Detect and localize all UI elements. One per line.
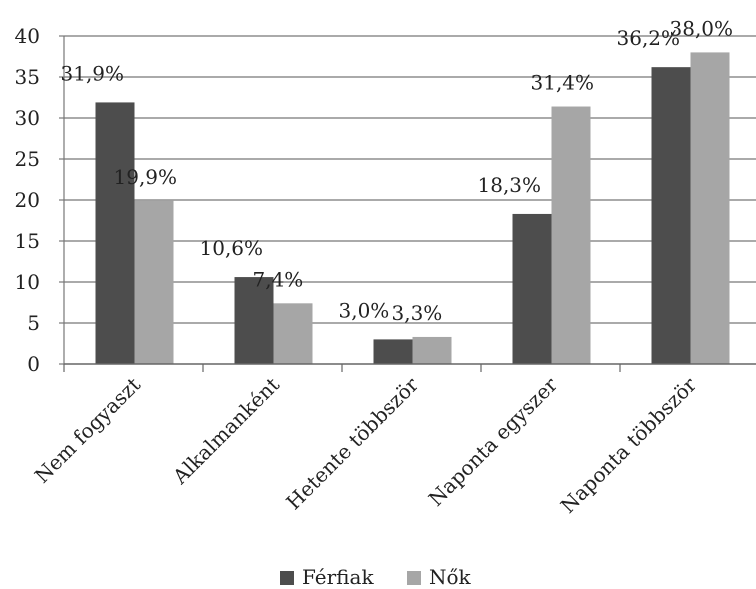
legend-label-nok: Nők: [429, 565, 472, 589]
x-axis-ticks: [63, 364, 621, 372]
data-label: 19,9%: [114, 165, 178, 189]
data-labels: 31,9% 19,9% 10,6% 7,4% 3,0% 3,3% 18,3% 31,4% 36,…: [61, 16, 734, 325]
legend-swatch-nok: [407, 571, 421, 585]
legend-swatch-ferfiak: [280, 571, 294, 585]
data-label: 7,4%: [253, 267, 304, 291]
bar: [551, 106, 591, 365]
bar: [412, 336, 452, 364]
data-label: 31,9%: [61, 61, 125, 85]
y-tick-label: 20: [15, 188, 40, 212]
y-tick-label: 25: [15, 147, 40, 171]
category-label: Hetente többször: [281, 372, 423, 514]
data-label: 10,6%: [200, 236, 264, 260]
data-label: 38,0%: [670, 16, 734, 40]
bar: [651, 67, 691, 364]
category-label: Naponta többször: [556, 372, 702, 518]
data-label: 18,3%: [478, 173, 542, 197]
y-tick-label: 30: [15, 106, 40, 130]
data-label: 36,2%: [617, 26, 681, 50]
bar: [373, 339, 413, 364]
category-label: Naponta egyszer: [424, 372, 563, 511]
y-tick-label: 5: [27, 311, 40, 335]
bar: [134, 200, 174, 364]
bar: [95, 102, 135, 365]
y-tick-label: 0: [27, 352, 40, 376]
legend: Férfiak Nők: [280, 565, 472, 589]
legend-label-ferfiak: Férfiak: [302, 565, 374, 589]
category-label: Alkalmanként: [167, 373, 284, 490]
bar: [512, 213, 552, 364]
bar: [690, 52, 730, 365]
y-tick-label: 40: [15, 24, 40, 48]
y-tick-label: 15: [15, 229, 40, 253]
y-tick-label: 35: [15, 65, 40, 89]
y-tick-label: 10: [15, 270, 40, 294]
y-axis-tick-labels: 0 5 10 15 20 25 30 35 40: [15, 24, 40, 376]
category-label: Nem fogyaszt: [30, 373, 145, 488]
bar: [273, 303, 313, 364]
data-label: 3,3%: [392, 301, 443, 325]
bars: [95, 52, 730, 365]
data-label: 31,4%: [531, 71, 595, 95]
data-label: 3,0%: [339, 298, 390, 322]
gridlines: [59, 35, 756, 365]
bar: [234, 277, 274, 364]
